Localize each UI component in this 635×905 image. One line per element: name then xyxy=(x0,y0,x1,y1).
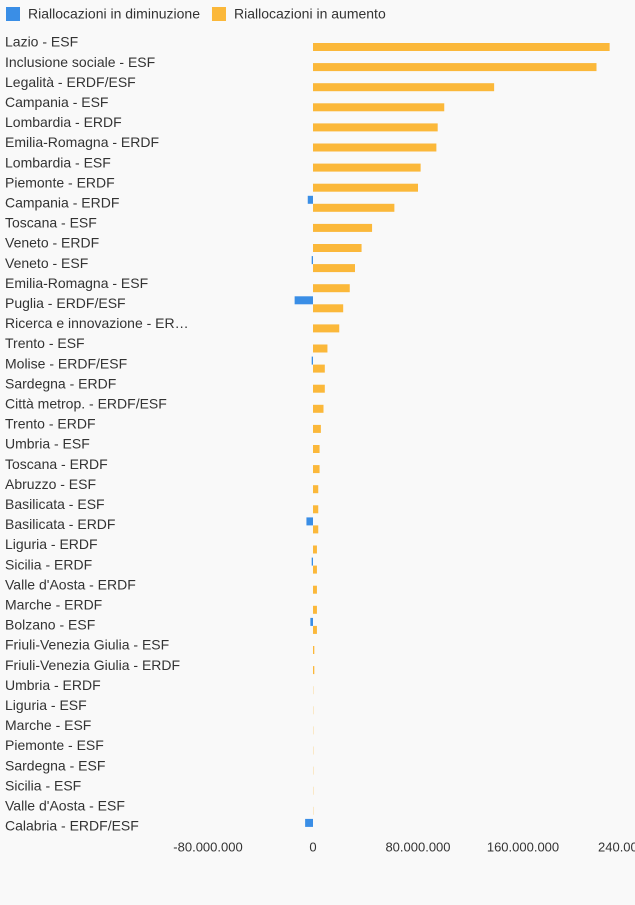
y-tick-label: Sicilia - ESF xyxy=(5,777,81,793)
bar xyxy=(313,404,324,413)
y-tick-label: Campania - ERDF xyxy=(5,195,119,211)
y-tick-label: Piemonte - ERDF xyxy=(5,174,115,190)
x-tick-label: 240.000… xyxy=(598,839,635,854)
bar xyxy=(313,244,362,252)
bar xyxy=(313,123,438,132)
bar xyxy=(313,605,317,614)
y-tick-label: Bolzano - ESF xyxy=(5,617,95,633)
bar xyxy=(313,264,355,273)
bar xyxy=(305,818,313,827)
y-tick-label: Piemonte - ESF xyxy=(5,737,104,753)
legend-swatch xyxy=(6,7,20,21)
bar xyxy=(313,43,610,51)
bar xyxy=(294,296,313,305)
y-tick-label: Città metrop. - ERDF/ESF xyxy=(5,396,167,412)
y-tick-label: Valle d'Aosta - ESF xyxy=(5,798,125,814)
y-tick-label: Marche - ESF xyxy=(5,717,91,733)
bar xyxy=(313,284,350,293)
y-tick-label: Campania - ESF xyxy=(5,94,108,110)
bar xyxy=(313,545,317,554)
y-tick-label: Friuli-Venezia Giulia - ERDF xyxy=(5,657,180,673)
bar xyxy=(313,666,315,675)
bar xyxy=(313,83,495,92)
bar xyxy=(313,585,317,594)
bar xyxy=(313,304,344,313)
bar xyxy=(313,565,317,574)
bar xyxy=(313,505,319,514)
bar xyxy=(313,143,437,152)
bar xyxy=(313,525,319,534)
bar xyxy=(313,103,445,112)
bar xyxy=(313,223,373,232)
y-tick-label: Trento - ERDF xyxy=(5,416,96,432)
y-tick-label: Ricerca e innovazione - ER… xyxy=(5,315,189,331)
y-tick-label: Liguria - ESF xyxy=(5,697,87,713)
y-tick-label: Veneto - ESF xyxy=(5,255,88,271)
x-tick-label: -80.000.000 xyxy=(173,839,242,854)
y-tick-label: Sardegna - ESF xyxy=(5,757,105,773)
y-tick-label: Legalità - ERDF/ESF xyxy=(5,74,136,90)
y-tick-label: Toscana - ERDF xyxy=(5,456,108,472)
y-tick-label: Sardegna - ERDF xyxy=(5,375,116,391)
bar xyxy=(311,356,313,365)
y-tick-label: Toscana - ESF xyxy=(5,215,97,231)
x-tick-label: 160.000.000 xyxy=(487,839,559,854)
y-tick-label: Veneto - ERDF xyxy=(5,235,99,251)
y-tick-label: Valle d'Aosta - ERDF xyxy=(5,576,136,592)
bar xyxy=(313,625,317,634)
bar xyxy=(313,445,320,453)
y-tick-label: Puglia - ERDF/ESF xyxy=(5,295,126,311)
y-tick-label: Abruzzo - ESF xyxy=(5,476,96,492)
y-tick-label: Liguria - ERDF xyxy=(5,536,98,552)
bar xyxy=(310,617,313,626)
x-tick-label: 80.000.000 xyxy=(385,839,450,854)
x-tick-label: 0 xyxy=(309,839,316,854)
bar xyxy=(313,384,325,393)
y-tick-label: Emilia-Romagna - ERDF xyxy=(5,134,159,150)
y-tick-label: Lombardia - ESF xyxy=(5,154,111,170)
legend-label: Riallocazioni in aumento xyxy=(234,6,386,22)
y-tick-label: Inclusione sociale - ESF xyxy=(5,54,155,70)
y-tick-label: Umbria - ERDF xyxy=(5,677,101,693)
y-tick-label: Marche - ERDF xyxy=(5,597,102,613)
bar xyxy=(306,517,313,526)
bar xyxy=(311,256,313,265)
bar xyxy=(313,364,325,373)
y-tick-label: Basilicata - ESF xyxy=(5,496,105,512)
bar xyxy=(313,485,319,494)
y-tick-label: Sicilia - ERDF xyxy=(5,556,92,572)
y-tick-label: Basilicata - ERDF xyxy=(5,516,115,532)
legend-label: Riallocazioni in diminuzione xyxy=(28,6,200,22)
y-tick-label: Emilia-Romagna - ESF xyxy=(5,275,148,291)
y-tick-label: Lombardia - ERDF xyxy=(5,114,122,130)
bar xyxy=(313,344,328,353)
bar xyxy=(307,195,313,204)
bar xyxy=(313,203,395,212)
bar xyxy=(311,557,313,566)
legend-swatch xyxy=(211,7,226,21)
bar xyxy=(313,163,421,172)
y-tick-label: Molise - ERDF/ESF xyxy=(5,355,127,371)
bar xyxy=(313,324,340,333)
y-tick-label: Calabria - ERDF/ESF xyxy=(5,818,139,834)
y-tick-label: Umbria - ESF xyxy=(5,436,90,452)
bar xyxy=(313,424,321,433)
bar xyxy=(313,465,320,474)
bar xyxy=(313,183,418,192)
y-tick-label: Friuli-Venezia Giulia - ESF xyxy=(5,637,169,653)
bar xyxy=(313,63,597,72)
y-tick-label: Trento - ESF xyxy=(5,335,85,351)
bar xyxy=(313,646,315,654)
y-tick-label: Lazio - ESF xyxy=(5,34,78,50)
